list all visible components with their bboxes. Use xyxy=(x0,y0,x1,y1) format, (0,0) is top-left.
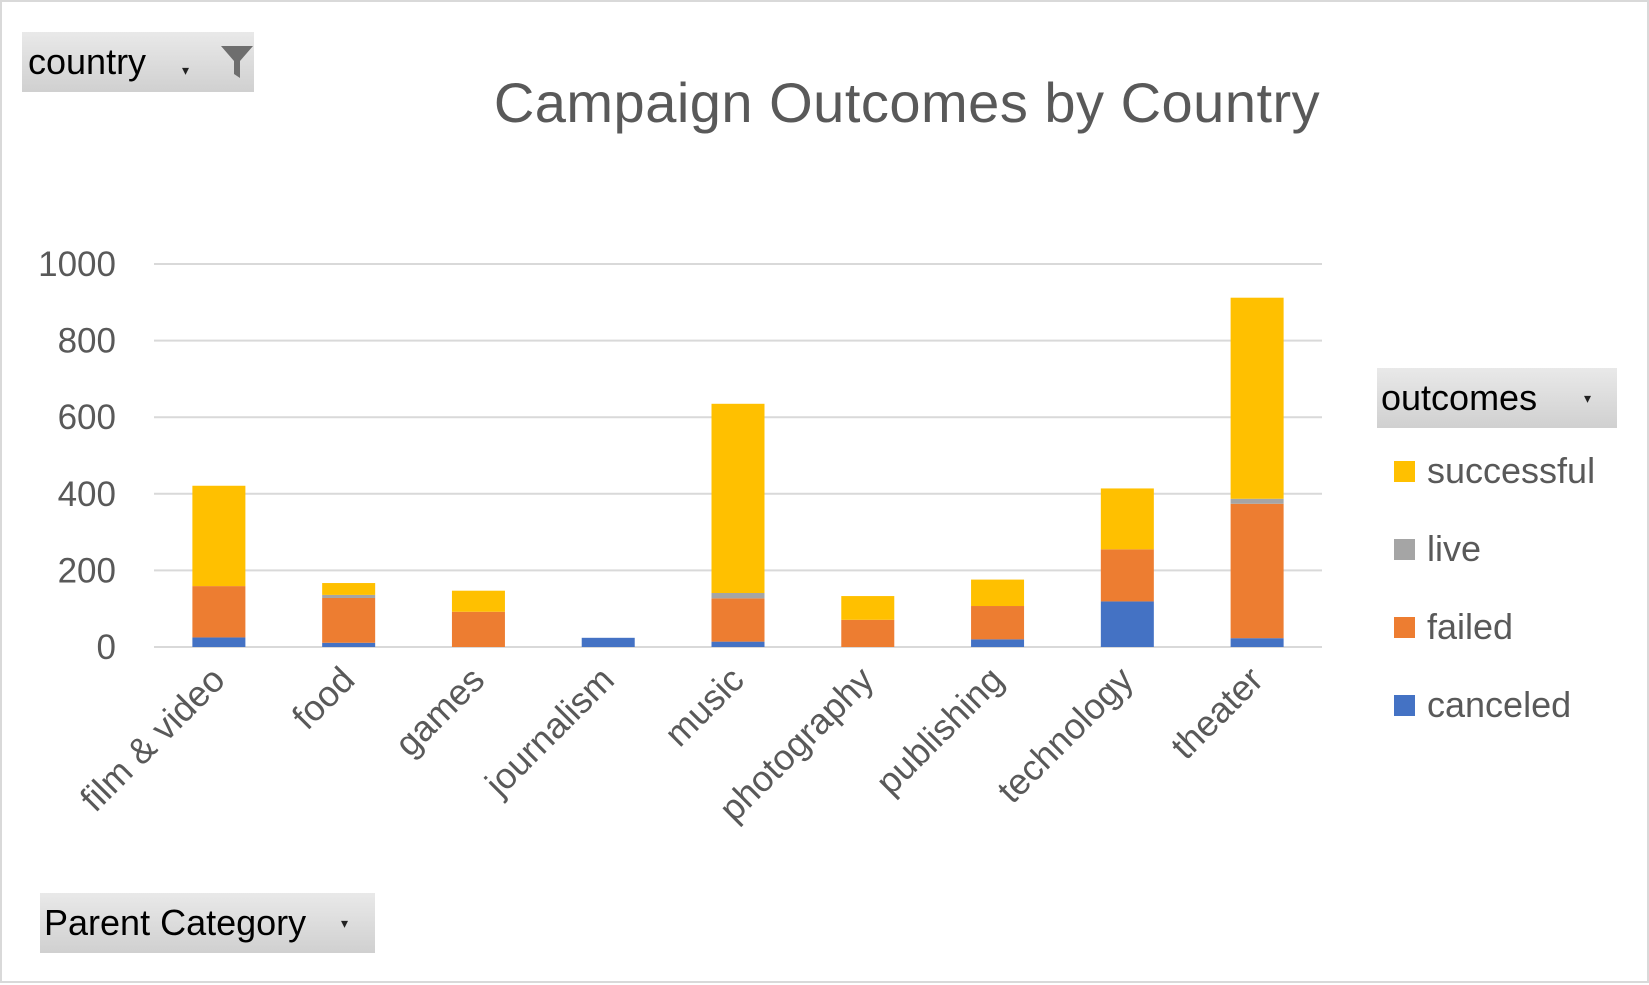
legend-swatch xyxy=(1394,694,1415,716)
legend-item-failed[interactable]: failed xyxy=(1394,606,1513,648)
bar-segment-canceled[interactable] xyxy=(1100,601,1154,647)
chevron-down-icon[interactable]: ▾ xyxy=(182,62,190,78)
legend-item-canceled[interactable]: canceled xyxy=(1394,684,1571,726)
legend-swatch xyxy=(1394,460,1415,482)
x-tick-label: food xyxy=(284,659,363,738)
bar-segment-canceled[interactable] xyxy=(711,641,765,647)
country-filter-label: country xyxy=(28,41,147,82)
legend-label: live xyxy=(1427,528,1482,569)
legend-item-live[interactable]: live xyxy=(1394,528,1481,570)
outcomes-filter-label: outcomes xyxy=(1381,377,1538,418)
parent-category-filter-button[interactable]: Parent Category ▾ xyxy=(40,893,375,953)
chevron-down-icon[interactable]: ▾ xyxy=(1584,390,1592,406)
legend-swatch xyxy=(1394,616,1415,638)
legend-label: failed xyxy=(1427,606,1514,647)
bar-segment-failed[interactable] xyxy=(1230,503,1284,639)
bar-segment-successful[interactable] xyxy=(711,403,765,593)
bar-segment-successful[interactable] xyxy=(1230,297,1284,499)
x-tick-label: games xyxy=(387,659,492,764)
chart-title: Campaign Outcomes by Country xyxy=(493,71,1321,134)
legend-label: canceled xyxy=(1427,684,1572,725)
x-tick-label: theater xyxy=(1163,659,1271,767)
bar-segment-canceled[interactable] xyxy=(192,637,246,647)
bar-segment-successful[interactable] xyxy=(192,485,246,587)
x-tick-label: technology xyxy=(989,659,1141,811)
legend-swatch xyxy=(1394,538,1415,560)
bar-segment-failed[interactable] xyxy=(971,606,1025,640)
x-tick-label: journalism xyxy=(476,659,622,805)
bar-segment-canceled[interactable] xyxy=(1230,638,1284,647)
bar-segment-live[interactable] xyxy=(1230,498,1284,504)
bar-segment-canceled[interactable] xyxy=(581,637,635,647)
y-tick-label: 600 xyxy=(58,398,116,437)
bar-segment-canceled[interactable] xyxy=(322,642,376,647)
chevron-down-icon[interactable]: ▾ xyxy=(341,915,349,931)
bars xyxy=(192,297,1284,647)
y-tick-label: 800 xyxy=(58,322,116,361)
bar-segment-live[interactable] xyxy=(711,592,765,599)
bar-segment-failed[interactable] xyxy=(1100,549,1154,602)
y-tick-label: 1000 xyxy=(38,245,116,284)
funnel-filter-icon[interactable] xyxy=(220,44,254,80)
x-tick-label: film & video xyxy=(72,659,233,820)
bar-segment-canceled[interactable] xyxy=(971,639,1025,647)
y-tick-label: 200 xyxy=(58,551,116,590)
bar-segment-successful[interactable] xyxy=(1100,488,1154,550)
bar-segment-failed[interactable] xyxy=(451,611,505,647)
bar-segment-live[interactable] xyxy=(322,594,376,598)
bar-segment-successful[interactable] xyxy=(322,583,376,595)
bar-segment-successful[interactable] xyxy=(841,596,895,620)
legend-item-successful[interactable]: successful xyxy=(1394,450,1595,492)
bar-segment-successful[interactable] xyxy=(971,579,1025,607)
bar-segment-failed[interactable] xyxy=(322,597,376,643)
y-axis-ticks: 0 200 400 600 800 1000 xyxy=(38,245,116,667)
x-tick-label: music xyxy=(656,659,751,754)
y-tick-label: 0 xyxy=(97,628,116,667)
outcomes-filter-button[interactable]: outcomes ▾ xyxy=(1377,368,1617,428)
bar-segment-failed[interactable] xyxy=(841,619,895,647)
bar-segment-failed[interactable] xyxy=(192,586,246,638)
bar-segment-successful[interactable] xyxy=(451,590,505,612)
parent-category-filter-label: Parent Category xyxy=(44,902,307,943)
y-tick-label: 400 xyxy=(58,475,116,514)
legend-label: successful xyxy=(1427,450,1596,491)
country-filter-button[interactable]: country ▾ xyxy=(22,32,254,92)
bar-segment-failed[interactable] xyxy=(711,598,765,642)
